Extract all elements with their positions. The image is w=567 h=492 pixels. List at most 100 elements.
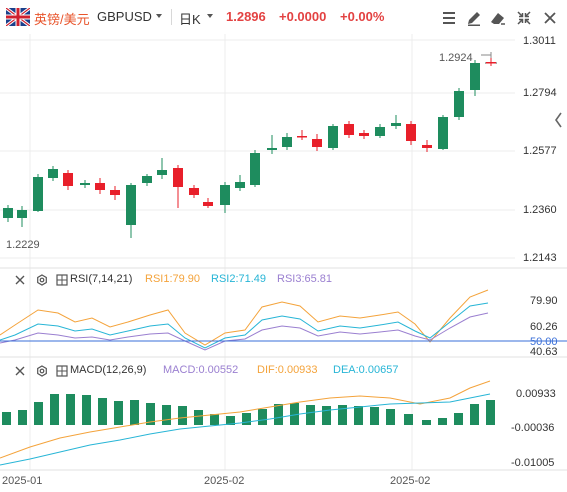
candle [110, 186, 120, 200]
candle [48, 166, 58, 181]
candle [95, 178, 105, 194]
macd-bar [194, 410, 203, 425]
macd-bar [454, 413, 463, 425]
eraser-icon[interactable] [489, 9, 507, 27]
candle [486, 58, 496, 66]
x-axis-label: 2025-02 [204, 475, 245, 487]
close-icon[interactable] [14, 365, 26, 377]
macd-bar [162, 405, 171, 425]
settings-icon[interactable] [36, 365, 48, 377]
candle-body [189, 188, 199, 195]
rsi3-value: RSI3:65.81 [277, 273, 333, 285]
macd-bar [18, 410, 27, 425]
candle-body [375, 127, 385, 136]
candle-body [391, 123, 401, 126]
rsi2-line [0, 302, 489, 349]
macd-bar [290, 403, 299, 425]
candle [17, 206, 27, 227]
pair-name-cn[interactable]: 英镑/美元 [34, 12, 90, 27]
candle-body [3, 208, 13, 218]
macd-bar [422, 420, 431, 425]
candle [3, 205, 13, 222]
candle-body [312, 139, 322, 147]
candle-body [33, 177, 43, 211]
macd-bar [354, 406, 363, 425]
uk-flag-icon [6, 8, 30, 26]
bars-icon[interactable] [440, 9, 458, 27]
pencil-icon[interactable] [465, 9, 483, 27]
chevron-down-icon[interactable] [156, 14, 162, 18]
macd-bar [114, 401, 123, 425]
macd-bar [98, 398, 107, 425]
candle [173, 165, 183, 208]
settings-icon[interactable] [36, 274, 48, 286]
price-change: +0.0000 [279, 9, 327, 24]
candle-body [486, 62, 496, 64]
rsi-lines [0, 289, 489, 351]
candle-body [406, 124, 416, 141]
macd-bar [274, 404, 283, 425]
indicator-grid-icon[interactable] [56, 365, 68, 377]
macd-axis-label: -0.00036 [511, 422, 555, 434]
candle-body [267, 148, 277, 150]
candle [220, 182, 230, 213]
candle [297, 130, 307, 140]
macd-bar [306, 405, 315, 425]
close-icon[interactable] [541, 9, 559, 27]
candle [267, 135, 277, 154]
candle [406, 121, 416, 145]
period-selector[interactable]: 日K [179, 12, 201, 27]
rsi-axis-label: 40.63 [530, 346, 558, 358]
dea-value: DEA:0.00657 [333, 364, 399, 376]
x-axis-label: 2025-01 [2, 475, 43, 487]
low-price-label: 1.2229 [6, 239, 40, 251]
candle-body [282, 137, 292, 147]
period-chevron-down-icon[interactable] [207, 14, 213, 18]
candle [189, 185, 199, 198]
rsi-title[interactable]: RSI(7,14,21) [70, 273, 133, 285]
macd-bar [210, 414, 219, 425]
price-change-percent: +0.00% [340, 9, 385, 24]
candle [250, 150, 260, 187]
candle-body [454, 91, 464, 117]
candle [63, 170, 73, 190]
macd-bar [242, 413, 251, 425]
candle-body [203, 202, 213, 206]
last-price-marker [481, 52, 497, 66]
candle-body [110, 190, 120, 195]
rsi-axis-label: 79.90 [530, 295, 558, 307]
candle [438, 115, 448, 150]
toolbar-divider [171, 9, 172, 25]
candle-body [173, 168, 183, 187]
collapse-icon[interactable] [515, 9, 533, 27]
macd-axis-label: -0.01005 [511, 457, 555, 469]
macd-bar [82, 395, 91, 425]
macd-bar [130, 400, 139, 425]
candle-body [359, 133, 369, 136]
macd-bar [470, 404, 479, 425]
candle [126, 183, 136, 238]
candle [391, 115, 401, 129]
candle-body [157, 170, 167, 175]
candle-body [235, 182, 245, 188]
close-icon[interactable] [14, 274, 26, 286]
candle [454, 88, 464, 120]
candle-body [126, 185, 136, 225]
pair-symbol[interactable]: GBPUSD [97, 9, 152, 24]
candle-body [297, 136, 307, 138]
macd-bar [50, 394, 59, 425]
toolbar: 英镑/美元 GBPUSD 日K 1.2896 +0.0000 +0.00% [0, 0, 567, 34]
macd-axis-label: 0.00933 [516, 388, 556, 400]
chevron-left-icon[interactable] [555, 112, 562, 128]
candle [33, 174, 43, 212]
indicator-grid-icon[interactable] [56, 274, 68, 286]
rsi-axis-label: 60.26 [530, 321, 558, 333]
macd-bar [486, 400, 495, 425]
candle [142, 174, 152, 186]
candle-body [220, 185, 230, 205]
candle-body [80, 183, 90, 185]
macd-title[interactable]: MACD(12,26,9) [70, 364, 147, 376]
candle [80, 180, 90, 188]
last-price-label: 1.2924 [439, 52, 473, 64]
